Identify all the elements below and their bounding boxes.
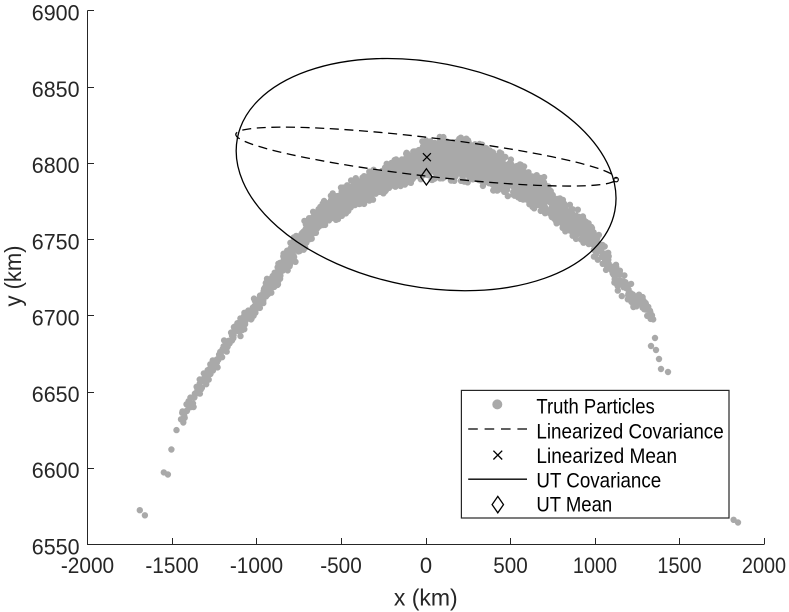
svg-text:Linearized Covariance: Linearized Covariance — [536, 420, 723, 443]
svg-text:y (km): y (km) — [0, 246, 26, 307]
svg-text:6600: 6600 — [32, 458, 80, 483]
svg-text:Truth Particles: Truth Particles — [536, 395, 654, 418]
svg-text:6550: 6550 — [32, 535, 80, 560]
svg-text:1000: 1000 — [573, 553, 617, 578]
svg-text:-1500: -1500 — [145, 553, 198, 578]
svg-text:-2000: -2000 — [61, 553, 114, 578]
svg-text:6700: 6700 — [32, 306, 80, 331]
svg-text:6800: 6800 — [32, 153, 80, 178]
svg-text:1500: 1500 — [657, 553, 701, 578]
svg-text:UT Mean: UT Mean — [536, 494, 612, 517]
svg-text:Linearized Mean: Linearized Mean — [536, 445, 677, 468]
svg-text:6650: 6650 — [32, 382, 80, 407]
svg-text:500: 500 — [493, 553, 528, 578]
svg-text:0: 0 — [420, 553, 432, 578]
svg-text:UT Covariance: UT Covariance — [536, 469, 661, 492]
svg-text:6750: 6750 — [32, 230, 80, 255]
svg-text:-1000: -1000 — [230, 553, 283, 578]
svg-text:6850: 6850 — [32, 77, 80, 102]
svg-text:6900: 6900 — [32, 1, 80, 26]
svg-text:-500: -500 — [320, 553, 362, 578]
svg-text:x (km): x (km) — [394, 585, 458, 611]
svg-text:2000: 2000 — [742, 553, 786, 578]
